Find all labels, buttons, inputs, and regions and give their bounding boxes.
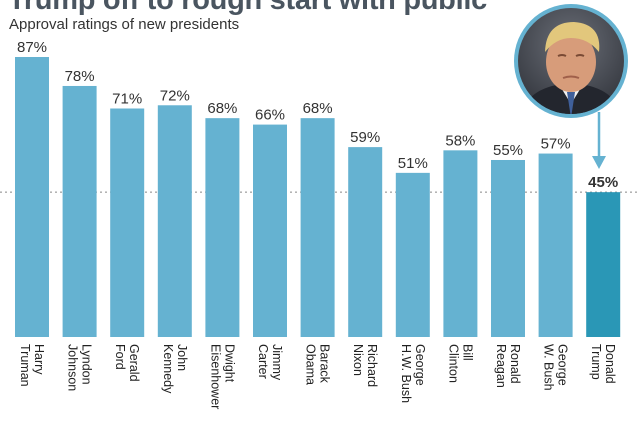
president-portrait-photo (514, 4, 628, 118)
bar (538, 153, 573, 337)
category-label-line: Ford (113, 344, 127, 370)
category-label-line: Harry (32, 344, 46, 375)
category-label-line: George (556, 344, 570, 386)
bar (110, 108, 145, 337)
bar (348, 147, 383, 337)
bar (491, 159, 525, 337)
category-label-line: Obama (304, 344, 318, 385)
value-label: 71% (112, 90, 142, 107)
page-subtitle: Approval ratings of new presidents (9, 16, 240, 33)
category-label-line: Dwight (222, 344, 236, 383)
page-title: Trump off to rough start with public (8, 0, 487, 16)
value-label: 72% (160, 87, 190, 104)
value-label: 78% (65, 68, 95, 85)
category-label-line: Johnson (66, 344, 80, 391)
category-label-line: John (175, 344, 189, 371)
category-label-line: Richard (365, 344, 379, 387)
category-label-line: Carter (256, 344, 270, 379)
category-label-line: Clinton (446, 344, 460, 383)
category-label-line: Truman (18, 344, 32, 387)
bar (15, 57, 49, 337)
category-label-line: Trump (589, 344, 603, 380)
pointer-arrow-icon (592, 156, 606, 169)
value-label: 87% (17, 39, 47, 56)
category-label-line: Gerald (127, 344, 141, 382)
category-label-line: Lyndon (80, 344, 94, 385)
value-label: 68% (303, 100, 333, 117)
bar (62, 85, 97, 337)
category-label-line: Eisenhower (208, 344, 222, 409)
bar (205, 118, 240, 338)
value-label: 68% (207, 100, 237, 117)
category-label-line: Bill (460, 344, 474, 361)
category-label-line: George (413, 344, 427, 386)
category-label-line: Donald (603, 344, 617, 384)
bar (443, 150, 478, 337)
category-label-line: Nixon (351, 344, 365, 376)
value-label: 58% (445, 132, 475, 149)
bar (157, 105, 192, 337)
bar (253, 124, 287, 337)
category-label-line: W. Bush (542, 344, 556, 391)
value-label: 59% (350, 129, 380, 146)
category-label-line: Ronald (508, 344, 522, 384)
category-label-line: Reagan (494, 344, 508, 388)
bar (395, 172, 430, 337)
value-label: 55% (493, 142, 523, 159)
bar (586, 192, 621, 337)
category-label-line: Barack (318, 344, 332, 384)
category-label-line: Kennedy (161, 344, 175, 394)
category-label-line: H.W. Bush (399, 344, 413, 403)
value-label: 45% (588, 174, 618, 191)
category-label-line: Jimmy (270, 344, 284, 381)
value-label: 51% (398, 155, 428, 172)
value-label: 57% (541, 136, 571, 153)
bar (300, 118, 335, 338)
value-label: 66% (255, 107, 285, 124)
